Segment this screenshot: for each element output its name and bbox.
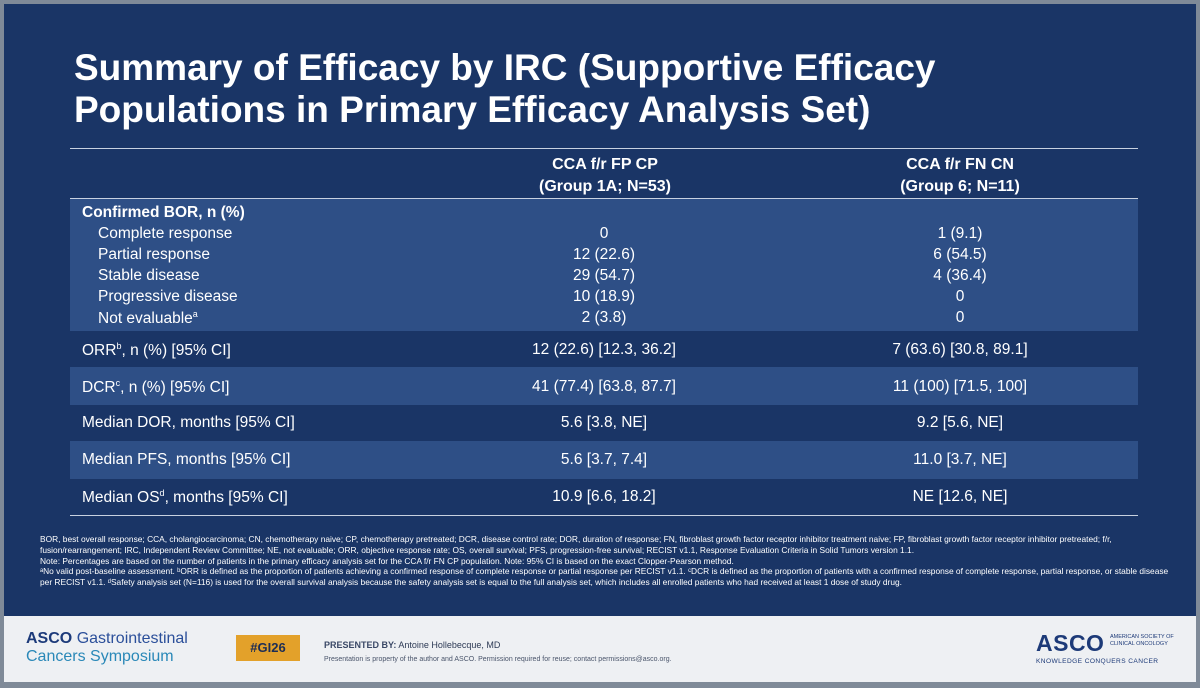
row-label: Complete response [98,225,233,242]
cell-group-6: 1 (9.1) [937,225,983,242]
table-bottom-rule [70,515,1138,516]
row-label: Median OSd, months [95% CI] [82,488,288,507]
footnote-marker: b [116,341,122,351]
footnote-marker: c [115,378,121,388]
row-label: Stable disease [98,267,200,284]
cell-group-1a: 10 (18.9) [572,288,636,305]
cell-group-6: 0 [955,288,965,305]
cell-group-1a: 5.6 [3.7, 7.4] [560,451,648,468]
row-label: Median PFS, months [95% CI] [82,451,291,468]
row-label: ORRb, n (%) [95% CI] [82,341,231,360]
efficacy-table: CCA f/r FP CP (Group 1A; N=53) CCA f/r F… [70,148,1138,516]
footnotes: BOR, best overall response; CCA, cholang… [40,534,1170,588]
column-header-group-6: CCA f/r FN CN (Group 6; N=11) [792,154,1128,200]
row-label-text: ORR [82,342,117,360]
column-header-line: (Group 1A; N=53) [538,178,671,195]
row-label: Not evaluablea [98,309,198,328]
logo-line-1: ASCO Gastrointestinal [26,630,188,648]
cell-group-6: 11 (100) [71.5, 100] [892,378,1028,395]
header-rule [70,198,1138,199]
slide: Summary of Efficacy by IRC (Supportive E… [4,4,1196,682]
bor-header: Confirmed BOR, n (%) [82,204,245,221]
cell-group-1a: 2 (3.8) [581,309,627,326]
presenter-name: Antoine Hollebecque, MD [398,640,501,650]
cell-group-1a: 10.9 [6.6, 18.2] [552,488,656,505]
bor-band [70,199,1138,331]
cell-group-6: 0 [955,309,965,326]
definitions-footnote: ᵃNo valid post-baseline assessment. ᵇORR… [40,566,1169,588]
column-header-group-1a: CCA f/r FP CP (Group 1A; N=53) [440,154,770,200]
column-header-line: (Group 6; N=11) [900,178,1020,195]
row-label-text: Not evaluable [98,310,193,328]
asco-full-name: AMERICAN SOCIETY OF CLINICAL ONCOLOGY [1110,634,1174,647]
logo-asco: ASCO [26,630,73,647]
row-label: DCRc, n (%) [95% CI] [82,378,230,397]
property-note: Presentation is property of the author a… [324,656,672,663]
dcr-band [70,367,1138,405]
footer-bar: ASCO Gastrointestinal Cancers Symposium … [4,616,1196,682]
row-label-text: DCR [82,379,116,397]
logo-gastrointestinal: Gastrointestinal [76,630,188,647]
row-label: Progressive disease [98,288,238,305]
column-header-line: CCA f/r FP CP [552,156,658,173]
row-label-text: , n (%) [95% CI] [121,342,231,360]
table-top-rule [70,148,1138,149]
row-label-text: , months [95% CI] [164,489,288,507]
cell-group-6: 7 (63.6) [30.8, 89.1] [892,341,1028,358]
presenter-line: PRESENTED BY: Antoine Hollebecque, MD [324,640,500,650]
row-label: Median DOR, months [95% CI] [82,414,295,431]
abbreviations-footnote: BOR, best overall response; CCA, cholang… [40,534,1112,555]
note-footnote: Note: Percentages are based on the numbe… [40,555,734,566]
cell-group-1a: 0 [599,225,609,242]
hashtag-badge: #GI26 [236,635,300,661]
cell-group-6: 11.0 [3.7, NE] [913,451,1007,468]
title-line-2: Populations in Primary Efficacy Analysis… [74,89,871,130]
row-label-text: , n (%) [95% CI] [120,379,230,397]
pfs-band [70,441,1138,479]
cell-group-1a: 41 (77.4) [63.8, 87.7] [532,378,676,395]
row-label: Partial response [98,246,211,263]
column-header-line: CCA f/r FN CN [906,156,1014,173]
cell-group-6: 6 (54.5) [933,246,987,263]
cell-group-1a: 5.6 [3.8, NE] [560,414,648,431]
row-label-text: Median OS [82,489,160,507]
cell-group-6: NE [12.6, NE] [912,488,1008,505]
asco-wordmark: ASCO [1036,630,1105,656]
asco-tagline: KNOWLEDGE CONQUERS CANCER [1036,658,1159,665]
slide-title: Summary of Efficacy by IRC (Supportive E… [74,47,1074,131]
title-line-1: Summary of Efficacy by IRC (Supportive E… [74,47,936,88]
presented-by-label: PRESENTED BY: [324,640,397,650]
cell-group-6: 9.2 [5.6, NE] [916,414,1004,431]
footnote-marker: a [192,309,198,319]
cell-group-1a: 29 (54.7) [572,267,636,284]
logo-line-2: Cancers Symposium [26,648,174,665]
footnote-marker: d [159,488,165,498]
gi-symposium-logo: ASCO Gastrointestinal Cancers Symposium [26,630,188,666]
cell-group-1a: 12 (22.6) [572,246,636,263]
asco-logo: ASCO AMERICAN SOCIETY OF CLINICAL ONCOLO… [1036,630,1176,665]
cell-group-1a: 12 (22.6) [12.3, 36.2] [532,341,676,358]
cell-group-6: 4 (36.4) [933,267,987,284]
